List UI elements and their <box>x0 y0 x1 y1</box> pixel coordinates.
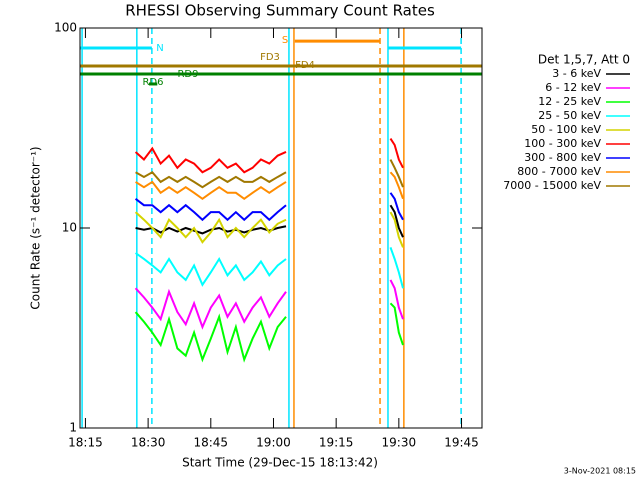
legend-label: 800 - 7000 keV <box>517 165 601 178</box>
legend-label: 50 - 100 keV <box>531 123 601 136</box>
legend-label: 100 - 300 keV <box>524 137 601 150</box>
series-line <box>389 302 404 346</box>
series-line <box>389 138 404 169</box>
series-line <box>135 225 287 235</box>
series-line <box>134 146 287 174</box>
legend-title: Det 1,5,7, Att 0 <box>538 53 630 67</box>
series-line <box>389 159 404 188</box>
series-line <box>389 171 404 200</box>
series-line <box>134 287 287 330</box>
footer: 3-Nov-2021 08:15 <box>564 467 636 476</box>
flag-label: N <box>156 43 163 54</box>
series-line <box>134 252 287 287</box>
y-tick-label: 10 <box>62 221 77 235</box>
x-tick-label: 18:45 <box>193 436 228 450</box>
flag-label: RD9 <box>177 69 198 80</box>
series-line <box>135 180 287 201</box>
x-axis-label: Start Time (29-Dec-15 18:13:42) <box>182 456 378 470</box>
legend-label: 300 - 800 keV <box>524 151 601 164</box>
x-tick-label: 19:00 <box>256 436 291 450</box>
x-tick-label: 19:15 <box>319 436 354 450</box>
legend-label: 12 - 25 keV <box>538 95 601 108</box>
series-line <box>389 247 404 289</box>
x-tick-label: 18:15 <box>68 436 103 450</box>
series-line <box>135 170 287 189</box>
x-tick-label: 19:45 <box>444 436 479 450</box>
series-line <box>134 197 287 222</box>
flag-label: S <box>282 35 288 46</box>
series-line <box>389 192 404 221</box>
y-axis-label: Count Rate (s⁻¹ detector⁻¹) <box>29 146 43 309</box>
flag-label: FD3 <box>260 52 280 63</box>
y-tick-label: 100 <box>54 21 77 35</box>
flag-label: FD4 <box>295 60 315 71</box>
series-line <box>389 204 404 238</box>
series-line <box>389 279 404 320</box>
legend-label: 7000 - 15000 keV <box>503 179 601 192</box>
chart-title: RHESSI Observing Summary Count Rates <box>125 2 435 20</box>
legend-label: 3 - 6 keV <box>552 67 601 80</box>
flag-label: RD6 <box>142 77 163 88</box>
series-line <box>134 211 287 244</box>
legend-label: 6 - 12 keV <box>545 81 601 94</box>
x-tick-label: 18:30 <box>131 436 166 450</box>
y-tick-label: 1 <box>69 421 77 435</box>
legend-label: 25 - 50 keV <box>538 109 601 122</box>
series-line <box>389 211 404 248</box>
series-line <box>134 311 287 363</box>
x-tick-label: 19:30 <box>382 436 417 450</box>
